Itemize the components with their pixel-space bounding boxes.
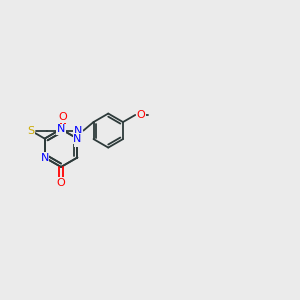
Text: O: O — [58, 112, 67, 122]
Text: S: S — [27, 126, 34, 136]
Text: O: O — [137, 110, 146, 120]
Text: N: N — [74, 126, 82, 136]
Text: N: N — [57, 124, 65, 134]
Text: H: H — [74, 136, 82, 146]
Text: N: N — [73, 134, 82, 144]
Text: O: O — [57, 178, 65, 188]
Text: N: N — [40, 152, 49, 163]
